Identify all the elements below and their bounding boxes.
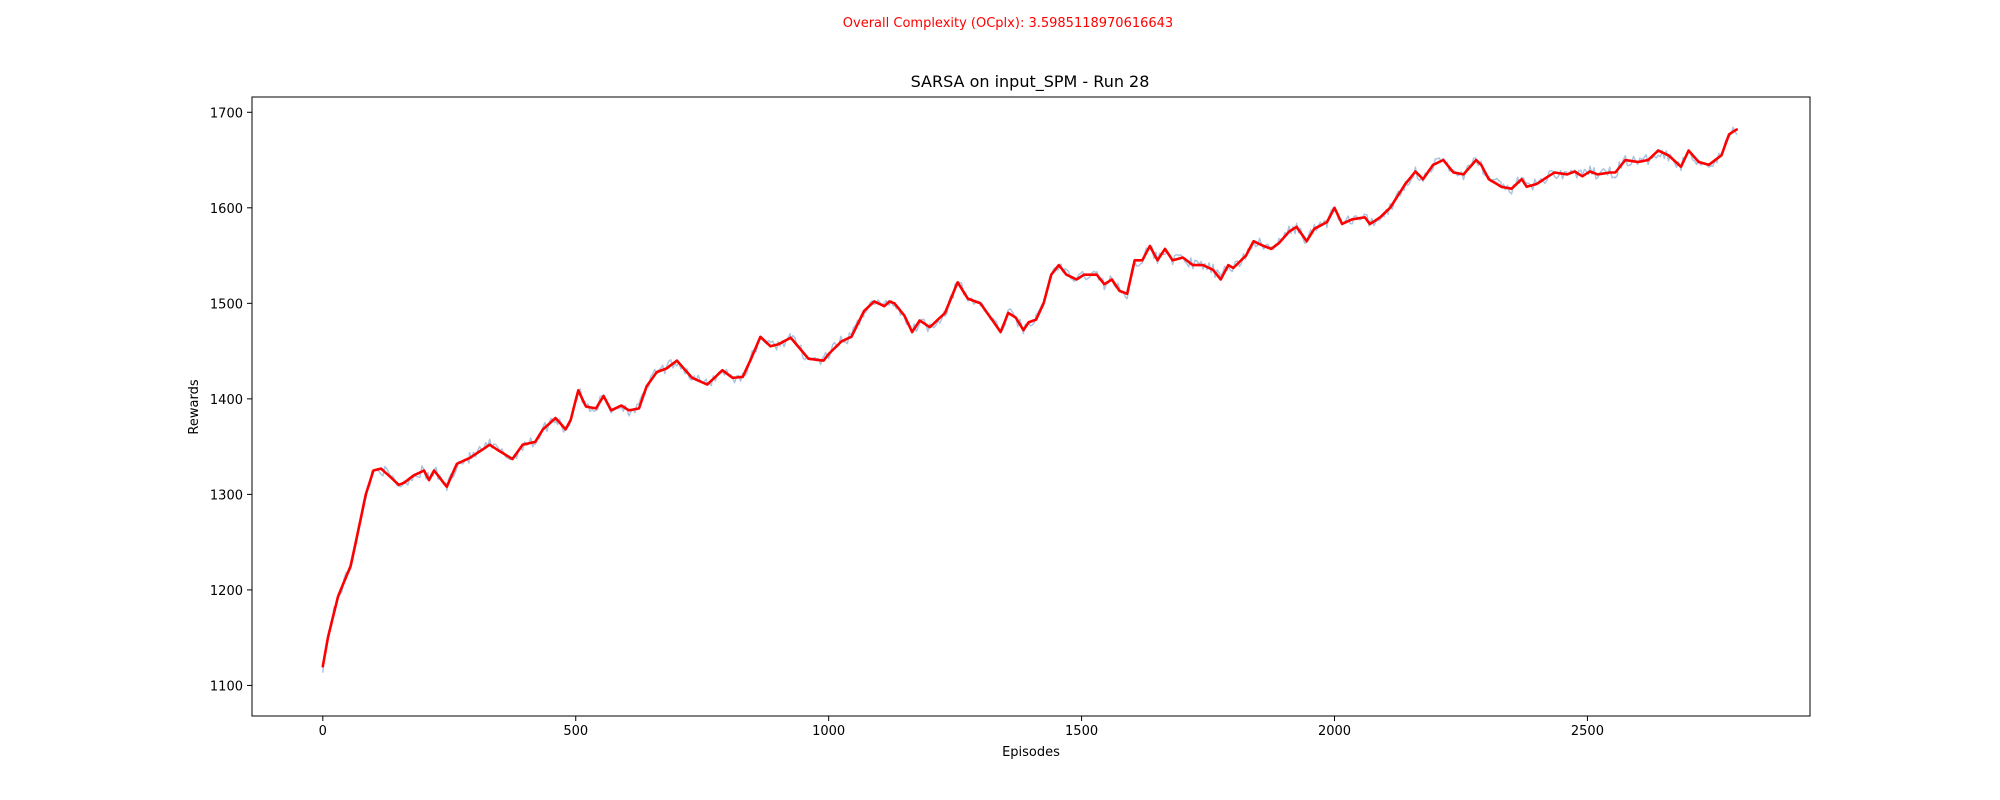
y-tick-label: 1100	[210, 679, 243, 694]
y-tick-label: 1200	[210, 584, 243, 599]
plot-area: 0 500 1000 1500 2000 2500 1100 1200 1300 1400 150…	[210, 96, 1811, 739]
x-axis-ticks: 0 500 1000 1500 2000 2500	[319, 716, 1604, 739]
x-tick-label: 2000	[1318, 724, 1351, 739]
y-tick-label: 1500	[210, 297, 243, 312]
x-tick-label: 0	[319, 724, 327, 739]
y-tick-label: 1700	[210, 106, 243, 121]
series-line-smoothed	[321, 128, 1738, 668]
y-tick-label: 1400	[210, 393, 243, 408]
x-tick-label: 1000	[812, 724, 845, 739]
x-tick-label: 1500	[1065, 724, 1098, 739]
series-line-raw	[322, 126, 1738, 673]
axes-frame	[251, 96, 1811, 717]
y-tick-label: 1600	[210, 202, 243, 217]
series-layer	[321, 126, 1738, 673]
figure-suptitle: Overall Complexity (OCplx): 3.5985118970…	[843, 16, 1173, 31]
x-tick-label: 500	[563, 724, 588, 739]
x-tick-label: 2500	[1571, 724, 1604, 739]
y-axis-label: Rewards	[187, 379, 202, 434]
y-tick-label: 1300	[210, 488, 243, 503]
y-axis-ticks: 1100 1200 1300 1400 1500 1600 1700	[210, 106, 252, 694]
x-axis-label: Episodes	[1002, 745, 1060, 760]
chart-title: SARSA on input_SPM - Run 28	[911, 72, 1150, 92]
